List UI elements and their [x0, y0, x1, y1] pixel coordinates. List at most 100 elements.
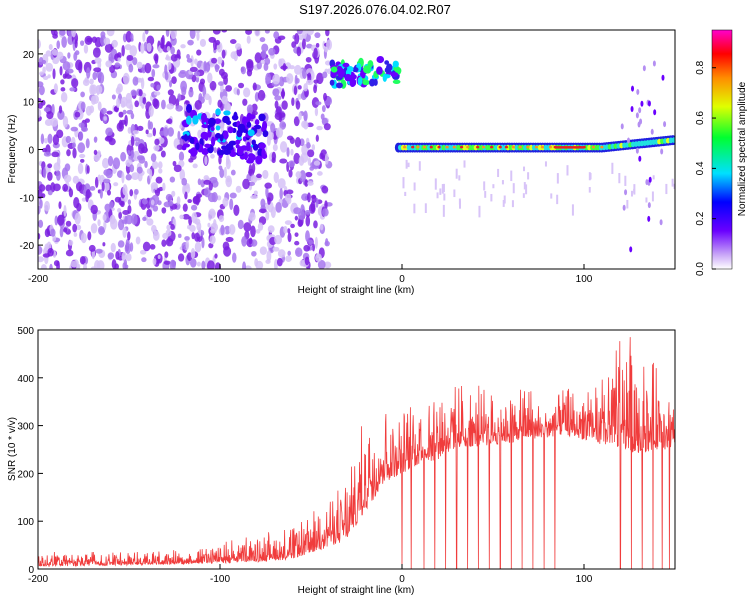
spectrogram-ridge-upper — [376, 55, 385, 64]
spectrogram-speck — [189, 66, 198, 72]
spectrogram-speck — [147, 76, 155, 82]
spectrogram-speck — [51, 151, 60, 158]
spectrogram-streak — [503, 195, 506, 204]
spectrogram-speck — [173, 164, 182, 173]
spectrogram-speck — [108, 201, 114, 209]
spectrogram-speck — [41, 59, 47, 65]
x-tick-label: -200 — [28, 274, 48, 285]
spectrogram-speck — [79, 255, 86, 265]
spectrogram-speck — [121, 45, 125, 57]
spectrogram-blob — [246, 112, 252, 121]
spectrogram-speck — [279, 158, 288, 164]
spectrogram-blob — [222, 130, 229, 140]
spectrogram-speck — [116, 52, 122, 59]
colorbar: 0.0 0.2 0.4 0.6 0.8 Normalized spectral ampl… — [695, 29, 748, 276]
spectrogram-speck — [169, 259, 176, 269]
spectrogram-speck — [180, 80, 188, 93]
spectrogram-speck — [126, 109, 134, 115]
spectrogram-speck — [129, 189, 134, 197]
spectrogram-streak — [418, 161, 421, 171]
spectrogram-speck — [85, 138, 90, 149]
spectrogram-speck — [218, 165, 223, 171]
spectrogram-speck — [203, 179, 211, 185]
spectrogram-blob — [192, 115, 199, 125]
spectrogram-speck — [92, 71, 98, 81]
spectrogram-speck — [107, 155, 114, 167]
spectrogram-speck — [242, 261, 247, 269]
spectrogram-speck — [142, 241, 151, 252]
spectrogram-blob — [210, 126, 215, 132]
spectrogram-speck — [647, 215, 651, 222]
x-tick-label: 100 — [576, 574, 593, 585]
spectrogram-speck — [105, 127, 113, 137]
spectrogram-speck — [104, 43, 113, 53]
spectrogram-speck — [164, 64, 168, 76]
spectrogram-ridge-upper — [329, 79, 335, 86]
spectrogram-speck — [44, 200, 51, 212]
spectrogram-speck — [293, 85, 298, 96]
spectrogram-speck — [295, 100, 301, 110]
spectrogram-speck — [57, 109, 65, 120]
spectrogram-speck — [48, 43, 53, 50]
spectrogram-speck — [288, 160, 296, 168]
spectrogram-speck — [47, 163, 53, 169]
spectrogram-speck — [167, 127, 174, 137]
spectrogram-speck — [255, 260, 264, 269]
spectrogram-speck — [111, 94, 116, 100]
spectrogram-speck — [136, 61, 143, 69]
spectrogram-speck — [314, 107, 319, 117]
y-tick-label: 0 — [28, 146, 34, 157]
spectrogram-speck — [207, 222, 211, 228]
spectrogram-speck — [189, 30, 196, 40]
spectrogram-speck — [209, 80, 217, 91]
x-tick-label: 0 — [399, 274, 405, 285]
spectrogram-speck — [165, 54, 169, 60]
spectrogram-speck — [273, 171, 279, 184]
spectrogram-speck — [191, 74, 197, 83]
spectrogram-blob — [253, 124, 262, 130]
spectrogram-speck — [282, 63, 287, 72]
spectrogram-speck — [321, 208, 329, 217]
spectrogram-speck — [81, 126, 89, 132]
spectrogram-speck — [60, 87, 66, 92]
colorbar-tick-label: 0.2 — [695, 211, 706, 225]
spectrogram-speck — [190, 204, 198, 211]
spectrogram-speck — [166, 45, 171, 52]
spectrogram-speck — [248, 212, 256, 222]
spectrogram-speck — [270, 206, 276, 219]
y-tick-label: 0 — [28, 565, 34, 576]
spectrogram-speck — [196, 31, 200, 41]
spectrogram-ridge-core — [534, 145, 539, 149]
spectrogram-speck — [152, 64, 160, 69]
spectrogram-speck — [315, 101, 322, 106]
spectrogram-speck — [54, 215, 58, 226]
spectrogram-blob — [195, 142, 200, 151]
spectrogram-speck — [294, 137, 302, 148]
spectrogram-speck — [199, 38, 207, 47]
spectrogram-blob — [215, 108, 221, 116]
spectrogram-ridge-upper — [384, 60, 390, 65]
spectrogram-speck — [225, 236, 234, 243]
spectrogram-streak — [651, 191, 654, 202]
spectrogram-speck — [94, 176, 99, 188]
spectrogram-speck — [294, 232, 299, 237]
spectrogram-speck — [61, 36, 67, 48]
spectrogram-speck — [151, 68, 156, 78]
spectrogram-speck — [290, 148, 294, 156]
spectrogram-ridge-upper — [369, 78, 376, 87]
y-tick-label: 200 — [17, 469, 34, 480]
spectrogram-speck — [87, 231, 92, 241]
spectrogram-speck — [126, 54, 134, 61]
spectrogram-speck — [138, 89, 143, 97]
spectrogram-speck — [279, 188, 283, 200]
spectrogram-speck — [53, 83, 58, 94]
spectrogram-speck — [93, 153, 101, 162]
spectrogram-speck — [130, 149, 135, 159]
spectrogram-speck — [40, 133, 45, 145]
colorbar-label: Normalized spectral amplitude — [737, 81, 748, 216]
spectrogram-speck — [293, 152, 301, 165]
spectrogram-speck — [176, 144, 184, 150]
spectrogram-speck — [106, 189, 111, 196]
spectrogram-speck — [286, 73, 294, 85]
spectrogram-speck — [229, 198, 234, 211]
